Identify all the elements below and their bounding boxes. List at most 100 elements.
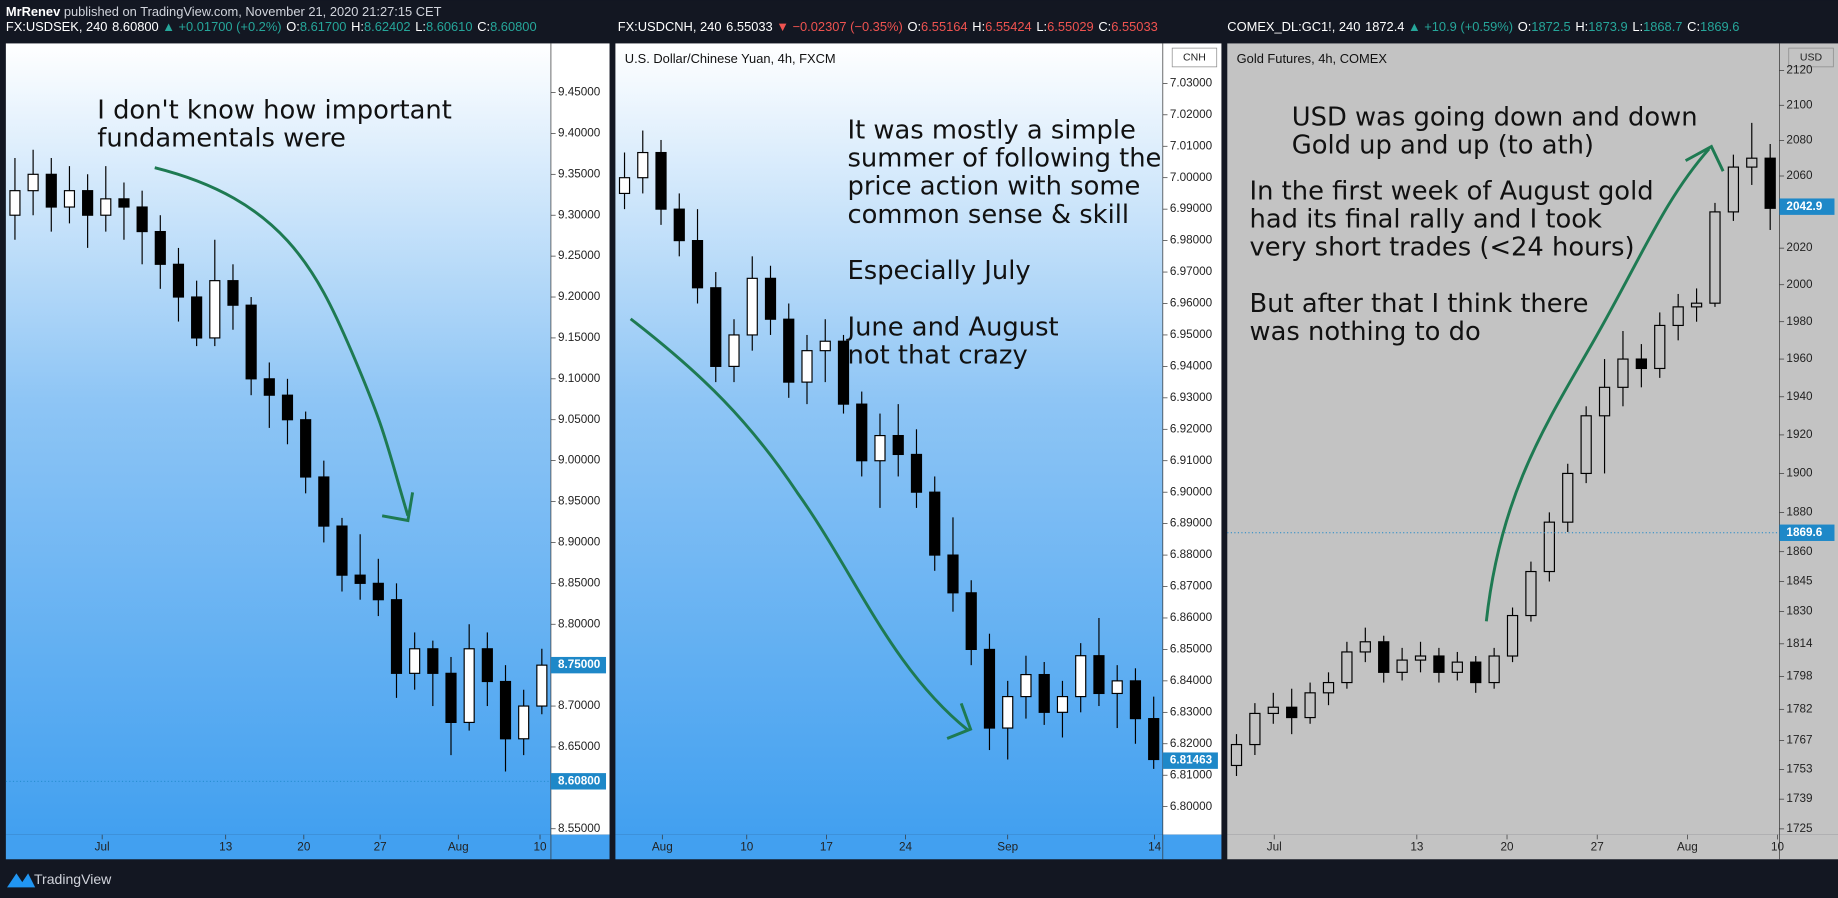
ohlc-value: 1872.5 <box>1531 20 1570 35</box>
symbol: COMEX_DL:GC1!, 240 <box>1227 20 1360 35</box>
author: MrRenev <box>6 4 61 19</box>
candles <box>1230 122 1776 776</box>
candle-body <box>764 277 777 320</box>
y-tick-label: 9.00000 <box>558 454 601 467</box>
y-tick-label: 6.98000 <box>1170 234 1213 247</box>
candle-body <box>1396 659 1408 673</box>
y-tick-label: 9.40000 <box>558 127 601 140</box>
symbol-header: FX:USDCNH, 240 6.55033 ▼ −0.02307 (−0.35%) O… <box>618 20 1158 35</box>
y-tick-label: 6.96000 <box>1170 297 1213 310</box>
y-tick-label: 2000 <box>1786 278 1813 291</box>
y-tick-label: 8.80000 <box>558 617 601 630</box>
x-tick-label: Aug <box>1677 841 1698 854</box>
axis-unit: USD <box>1800 51 1823 63</box>
y-tick-label: 1725 <box>1786 822 1813 835</box>
direction: ▲ <box>162 20 175 35</box>
candle-body <box>1654 324 1666 370</box>
x-tick-label: Sep <box>997 841 1018 854</box>
candle-body <box>1488 655 1500 684</box>
y-tick-label: 9.15000 <box>558 331 601 344</box>
candle-body <box>1470 661 1482 684</box>
candle-body <box>637 151 649 179</box>
arrow <box>1484 147 1711 622</box>
chart-title: Gold Futures, 4h, COMEX <box>1237 51 1388 66</box>
y-tick-label: 8.70000 <box>558 699 601 712</box>
annotation: It was mostly a simple <box>847 115 1135 145</box>
candle-body <box>1129 680 1142 720</box>
ohlc-value: 1868.7 <box>1643 20 1682 35</box>
candle-body <box>837 340 850 405</box>
candle-body <box>1322 681 1335 694</box>
y-tick-label: 8.85000 <box>558 576 601 589</box>
candle-body <box>655 151 667 210</box>
candle-body <box>263 378 275 396</box>
candle-body <box>1148 718 1160 761</box>
candle-body <box>746 277 758 336</box>
y-tick-label: 6.92000 <box>1170 422 1213 435</box>
brand: TradingView <box>34 871 112 887</box>
candle-body <box>1635 358 1648 370</box>
y-tick-label: 9.30000 <box>558 208 601 221</box>
candle-body <box>536 664 548 707</box>
axis-background <box>1162 43 1222 835</box>
price-label: 1869.6 <box>1786 526 1822 539</box>
y-tick-label: 2060 <box>1786 169 1813 182</box>
candle-body <box>172 263 185 298</box>
candle-body <box>856 403 868 462</box>
candle-body <box>691 240 704 289</box>
annotation: common sense & skill <box>847 200 1129 230</box>
y-tick-label: 2100 <box>1786 98 1813 111</box>
candle-body <box>1414 655 1427 661</box>
axis-background <box>550 43 610 835</box>
candle-body <box>227 280 239 306</box>
y-tick-label: 1845 <box>1786 575 1813 588</box>
candle-body <box>300 419 312 478</box>
x-tick-label: 20 <box>1500 841 1514 854</box>
ohlc-value: 6.55029 <box>1047 20 1094 35</box>
y-tick-label: 6.91000 <box>1170 454 1213 467</box>
y-tick-label: 8.65000 <box>558 740 601 753</box>
price-label: 8.75000 <box>558 658 601 671</box>
candle-body <box>27 173 39 192</box>
annotation: summer of following the <box>847 144 1161 174</box>
arrow <box>154 166 410 517</box>
candle-body <box>1093 655 1105 695</box>
ohlc-label: C: <box>477 20 490 35</box>
candle-body <box>209 280 221 339</box>
y-tick-label: 1940 <box>1786 390 1813 403</box>
candle-body <box>1672 306 1684 327</box>
change: +0.01700 (+0.2%) <box>179 20 282 35</box>
x-tick-label: 10 <box>740 841 754 854</box>
y-tick-label: 6.95000 <box>1170 328 1213 341</box>
y-tick-label: 1900 <box>1786 467 1813 480</box>
x-tick-label: Aug <box>652 841 673 854</box>
price-label-box <box>550 773 607 790</box>
y-tick-label: 2080 <box>1786 134 1813 147</box>
y-tick-label: 6.81000 <box>1170 768 1213 781</box>
ohlc-label: H: <box>1575 20 1588 35</box>
symbol-header: FX:USDSEK, 240 8.60800 ▲ +0.01700 (+0.2%) O:… <box>6 20 537 35</box>
candle-body <box>1359 641 1371 653</box>
annotation: fundamentals were <box>97 124 346 154</box>
symbol: FX:USDCNH, 240 <box>618 20 722 35</box>
candle-body <box>710 287 722 367</box>
candle-body <box>1002 696 1014 729</box>
candle-body <box>783 318 795 383</box>
change: +10.9 (+0.59%) <box>1424 20 1513 35</box>
candle-body <box>947 554 959 594</box>
y-tick-label: 8.95000 <box>558 495 601 508</box>
candle-body <box>1304 692 1316 719</box>
candle-body <box>1543 521 1555 573</box>
time-axis-background <box>615 834 1222 860</box>
price-label-box <box>1779 524 1835 541</box>
x-tick-label: 14 <box>1148 841 1162 854</box>
y-tick-label: 7.01000 <box>1170 139 1213 152</box>
candle-body <box>1746 157 1758 168</box>
candle-body <box>1020 673 1032 698</box>
x-tick-label: Aug <box>448 841 469 854</box>
annotation: Gold up and up (to ath) <box>1292 131 1594 161</box>
ohlc-label: O: <box>907 20 921 35</box>
candle-body <box>1378 641 1390 673</box>
price-label-box <box>550 656 607 674</box>
